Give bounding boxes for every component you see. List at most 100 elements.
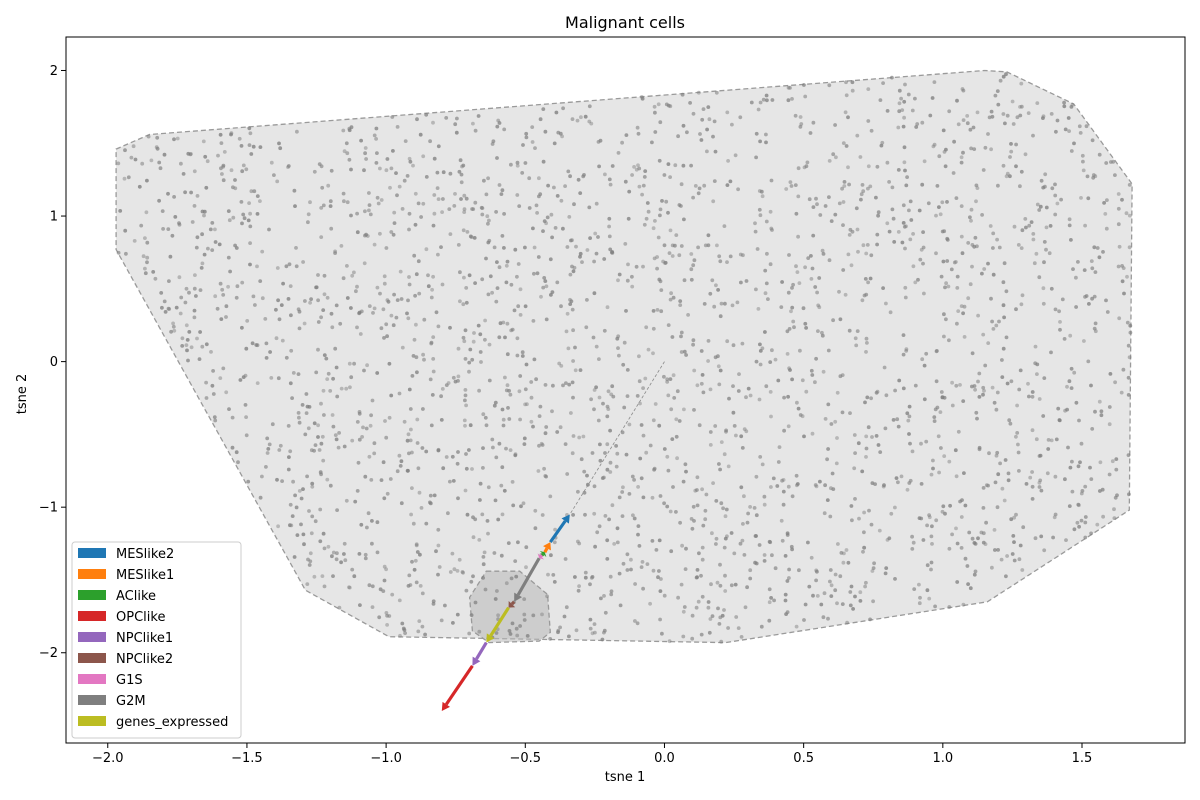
cell-point [952,139,956,144]
cell-point [792,325,796,330]
cell-point [831,152,836,157]
cell-point [356,460,361,465]
cell-point [291,479,295,484]
cell-point [518,287,523,292]
cell-point [615,540,620,545]
cell-point [306,220,310,225]
cell-point [432,156,437,161]
cell-point [1071,267,1075,271]
cell-point [305,582,310,586]
cell-point [897,378,902,383]
cell-point [848,411,852,415]
cell-point [804,389,809,394]
cell-point [907,404,912,409]
cell-point [838,574,843,579]
cell-point [181,172,186,176]
cell-point [830,471,835,476]
cell-point [1062,100,1066,105]
cell-point [260,474,264,479]
cell-point [1001,163,1006,168]
cell-point [1037,480,1042,485]
cell-point [906,92,911,97]
cell-point [1001,280,1006,285]
cell-point [717,462,721,466]
cell-point [643,376,648,381]
cell-point [922,363,927,368]
cell-point [523,161,528,165]
legend-swatch [78,548,106,558]
cell-point [301,487,305,491]
cell-point [330,325,335,330]
cell-point [816,303,821,308]
cell-point [712,304,717,309]
cell-point [630,474,635,479]
cell-point [310,484,315,489]
cell-point [397,184,402,189]
cell-point [316,347,320,352]
cell-point [840,602,845,606]
cell-point [1016,450,1021,455]
cell-point [925,523,929,528]
cell-point [592,484,597,489]
cell-point [1083,520,1088,525]
cell-point [864,580,868,585]
cell-point [431,274,435,279]
cell-point [303,432,308,437]
cell-point [364,157,368,161]
cell-point [699,573,703,578]
cell-point [230,415,235,420]
cell-point [260,249,265,254]
cell-point [554,110,559,115]
cell-point [544,474,548,479]
legend-item: genes_expressed [78,715,228,730]
cell-point [926,201,931,206]
cell-point [1035,372,1039,376]
cell-point [226,255,231,260]
cell-point [1037,397,1042,401]
cell-point [835,436,839,440]
cell-point [1041,301,1046,306]
cell-point [679,330,684,335]
cell-point [1083,515,1088,519]
cell-point [515,160,520,165]
cell-point [1072,141,1076,146]
cell-point [571,359,575,363]
cell-point [954,383,959,388]
cell-point [379,198,384,202]
cell-point [659,309,664,314]
cell-point [858,590,863,595]
cell-point [1026,111,1031,115]
cell-point [862,293,867,298]
cell-point [962,471,966,475]
cell-point [384,611,389,615]
cell-point [367,203,372,208]
cell-point [455,461,460,466]
cell-point [389,166,394,171]
cell-point [286,297,291,301]
cell-point [451,375,456,380]
cell-point [784,612,788,616]
cell-point [897,88,902,93]
cell-point [244,167,249,172]
cell-point [933,604,937,609]
cell-point [891,216,896,221]
cell-point [915,122,920,126]
cell-point [342,552,346,556]
cell-point [763,291,768,296]
cell-point [626,216,631,221]
cell-point [549,553,553,558]
cell-point [808,131,813,135]
cell-point [495,156,499,160]
cell-point [363,151,367,156]
cell-point [290,514,295,518]
cell-point [574,244,578,249]
cell-point [210,248,215,253]
cell-point [504,263,509,268]
cell-point [397,598,402,603]
cell-point [1012,224,1017,229]
cell-point [769,596,773,600]
cell-point [172,195,177,199]
cell-point [292,188,297,193]
cell-point [859,192,864,197]
cell-point [920,120,925,125]
